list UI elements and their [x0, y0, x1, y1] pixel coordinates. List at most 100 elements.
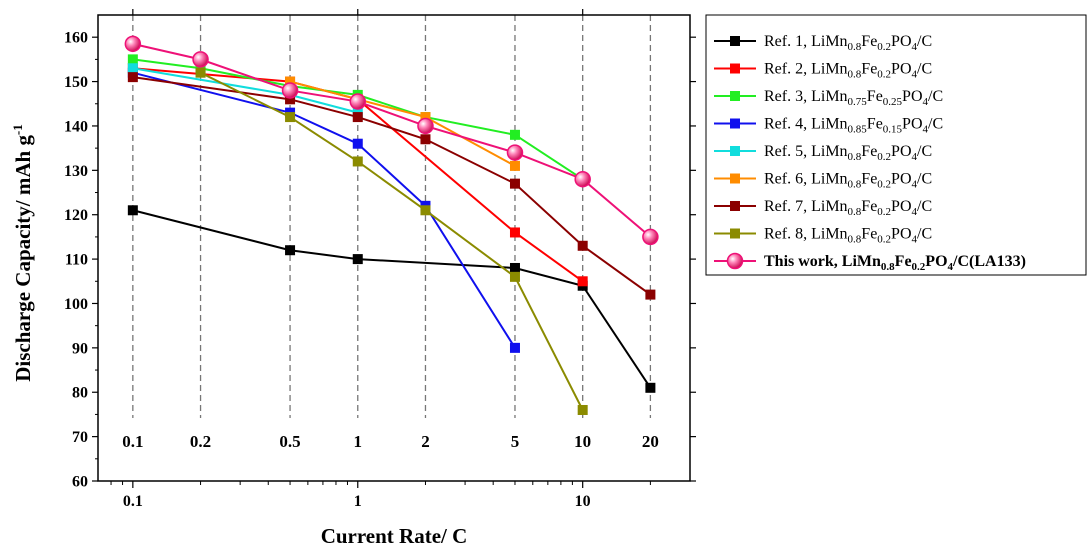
- series-line: [132, 71, 516, 349]
- legend-label: Ref. 8, LiMn0.8Fe0.2PO4/C: [764, 226, 932, 246]
- legend-entry-1: Ref. 1, LiMn0.8Fe0.2PO4/C: [714, 33, 932, 53]
- legend-label: Ref. 7, LiMn0.8Fe0.2PO4/C: [764, 198, 932, 218]
- rate-label: 5: [511, 432, 520, 451]
- data-series: [124, 35, 659, 415]
- series-line: [132, 209, 652, 389]
- data-point: [349, 93, 367, 110]
- x-tick-label: 0.1: [123, 493, 143, 510]
- data-point: [577, 404, 588, 415]
- data-point: [127, 54, 138, 65]
- data-point: [285, 94, 296, 105]
- data-point: [577, 240, 588, 251]
- data-point: [420, 205, 431, 216]
- data-point: [509, 262, 520, 273]
- y-tick-label: 130: [64, 163, 88, 180]
- data-point: [192, 51, 209, 68]
- data-point: [506, 144, 524, 161]
- y-tick-label: 80: [72, 385, 88, 402]
- series-1: [127, 205, 656, 393]
- legend-marker: [730, 146, 740, 156]
- legend-marker: [730, 228, 740, 239]
- legend-marker: [730, 201, 740, 211]
- legend-label: Ref. 1, LiMn0.8Fe0.2PO4/C: [764, 33, 932, 53]
- data-point: [509, 227, 520, 238]
- rate-label: 10: [574, 432, 591, 451]
- y-tick-label: 160: [64, 30, 88, 47]
- legend-label: Ref. 6, LiMn0.8Fe0.2PO4/C: [764, 171, 932, 191]
- y-tick-label: 70: [72, 429, 88, 446]
- legend-label: This work, LiMn0.8Fe0.2PO4/C(LA133): [764, 253, 1026, 273]
- rate-label: 0.2: [190, 432, 211, 451]
- legend-entry-9: This work, LiMn0.8Fe0.2PO4/C(LA133): [714, 252, 1026, 273]
- series-line: [200, 71, 584, 411]
- y-axis-title: Discharge Capacity/ mAh g-1: [10, 124, 35, 382]
- data-point: [645, 289, 656, 300]
- y-tick-label: 90: [72, 340, 88, 357]
- rate-label: 0.5: [279, 432, 300, 451]
- legend-entry-4: Ref. 4, LiMn0.85Fe0.15PO4/C: [714, 116, 943, 136]
- data-point: [642, 228, 659, 246]
- x-tick-label: 1: [354, 493, 362, 510]
- data-point: [285, 76, 296, 87]
- plot-area: [97, 14, 691, 482]
- series-line: [289, 80, 516, 167]
- legend-marker: [726, 252, 744, 270]
- data-point: [417, 117, 434, 135]
- y-tick-label: 140: [64, 118, 88, 135]
- legend: [705, 14, 1087, 276]
- y-tick-label: 110: [65, 252, 88, 269]
- legend-label: Ref. 5, LiMn0.8Fe0.2PO4/C: [764, 143, 932, 163]
- series-line: [132, 42, 652, 238]
- series-7: [127, 72, 656, 300]
- legend-entry-7: Ref. 7, LiMn0.8Fe0.2PO4/C: [714, 198, 932, 218]
- legend-entry-6: Ref. 6, LiMn0.8Fe0.2PO4/C: [714, 171, 932, 191]
- legend-marker: [730, 118, 740, 129]
- y-tick-label: 100: [64, 296, 88, 313]
- data-point: [127, 205, 138, 216]
- data-point: [509, 271, 520, 282]
- data-point: [195, 67, 206, 78]
- legend-marker: [730, 63, 740, 74]
- legend-marker: [730, 91, 740, 101]
- series-9: [124, 35, 659, 246]
- legend-entry-5: Ref. 5, LiMn0.8Fe0.2PO4/C: [714, 143, 932, 163]
- data-point: [509, 342, 520, 353]
- legend-label: Ref. 4, LiMn0.85Fe0.15PO4/C: [764, 116, 943, 136]
- legend-marker: [730, 36, 740, 46]
- legend-marker: [730, 173, 740, 184]
- series-8: [195, 67, 588, 415]
- rate-label: 0.1: [122, 432, 143, 451]
- legend-entry-3: Ref. 3, LiMn0.75Fe0.25PO4/C: [714, 88, 943, 108]
- data-point: [574, 170, 591, 188]
- data-point: [127, 72, 138, 83]
- data-point: [127, 63, 138, 74]
- data-point: [352, 156, 363, 167]
- x-axis-title: Current Rate/ C: [321, 524, 468, 548]
- data-point: [285, 112, 296, 123]
- data-point: [420, 134, 431, 145]
- data-point: [352, 138, 363, 149]
- data-point: [645, 382, 656, 393]
- legend-entry-2: Ref. 2, LiMn0.8Fe0.2PO4/C: [714, 61, 932, 81]
- rate-label: 2: [421, 432, 430, 451]
- data-point: [509, 178, 520, 189]
- data-point: [577, 276, 588, 287]
- data-point: [352, 254, 363, 265]
- rate-label: 1: [354, 432, 363, 451]
- series-4: [127, 67, 520, 353]
- rate-label: 20: [642, 432, 659, 451]
- rate-labels: 0.1 0.2 0.5 1 2 5 10 20: [122, 432, 659, 451]
- data-point: [352, 112, 363, 123]
- legend-label: Ref. 3, LiMn0.75Fe0.25PO4/C: [764, 88, 943, 108]
- y-axis-title-superscript: -1: [10, 124, 25, 135]
- y-tick-label: 60: [72, 474, 88, 491]
- y-axis-title-main: Discharge Capacity/ mAh g: [11, 135, 35, 382]
- data-point: [285, 245, 296, 256]
- legend-entry-8: Ref. 8, LiMn0.8Fe0.2PO4/C: [714, 226, 932, 246]
- x-tick-label: 10: [575, 493, 591, 510]
- data-point: [509, 129, 520, 140]
- data-point: [509, 160, 520, 171]
- data-point: [420, 112, 431, 123]
- legend-entries: Ref. 1, LiMn0.8Fe0.2PO4/C Ref. 2, LiMn0.8…: [714, 33, 1026, 273]
